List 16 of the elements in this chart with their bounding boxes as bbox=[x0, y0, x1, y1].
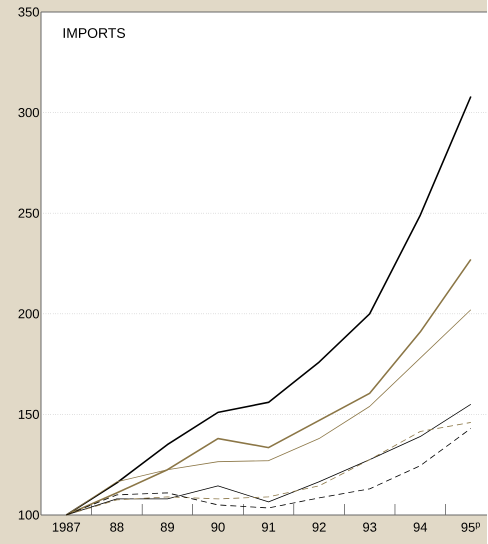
x-tick-label: 90 bbox=[212, 522, 225, 532]
x-tick-label: 1987 bbox=[53, 522, 80, 532]
x-tick-label: 93 bbox=[363, 522, 377, 532]
x-tick-label: 89 bbox=[161, 522, 174, 532]
x-tick-label: 92 bbox=[312, 522, 326, 532]
x-tick-label: 91 bbox=[262, 522, 276, 532]
y-tick-label: 150 bbox=[19, 410, 40, 419]
y-tick-label: 200 bbox=[18, 309, 40, 318]
y-tick-label: 350 bbox=[18, 7, 40, 17]
text: IMPORTS bbox=[64, 28, 126, 38]
y-tick-label: 100 bbox=[19, 510, 40, 520]
x-tick-label: 88 bbox=[110, 522, 124, 532]
x-tick-label: 95$^{p}$ bbox=[462, 522, 480, 532]
y-tick-label: 300 bbox=[18, 108, 40, 118]
y-tick-label: 250 bbox=[18, 208, 40, 218]
x-tick-label: 94 bbox=[414, 522, 428, 532]
